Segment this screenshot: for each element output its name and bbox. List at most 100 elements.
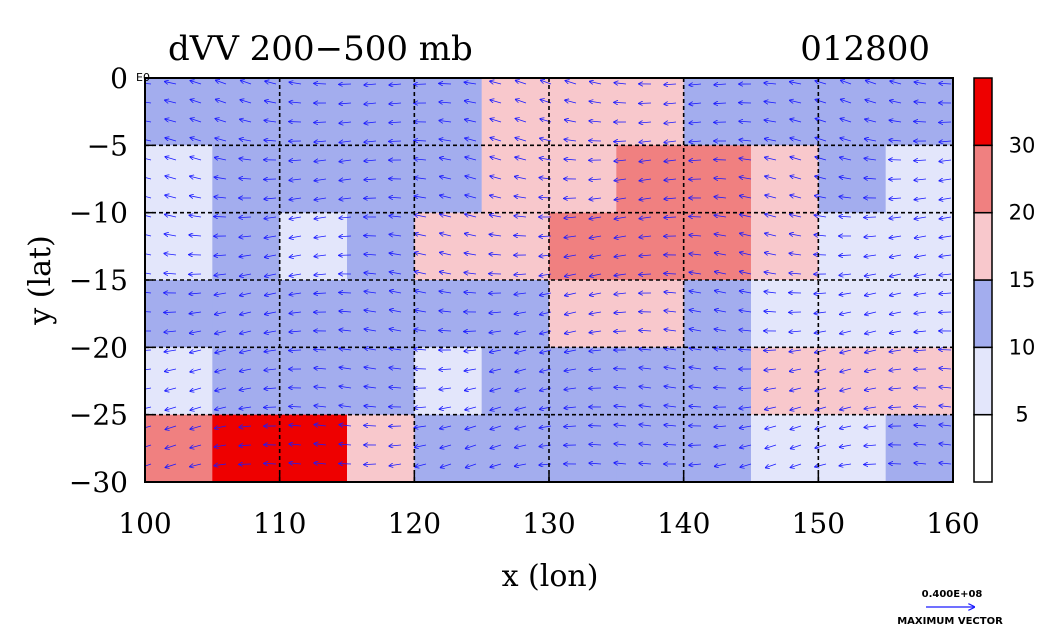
contour-cell: [549, 280, 617, 348]
wind-vector: [664, 198, 677, 199]
wind-vector: [764, 369, 777, 370]
wind-vector: [815, 425, 827, 429]
wind-vector: [739, 121, 752, 122]
wind-vector: [415, 252, 427, 255]
wind-vector: [539, 236, 552, 237]
wind-vector: [190, 138, 202, 142]
wind-vector: [390, 329, 402, 331]
wind-vector: [364, 103, 377, 104]
wind-vector: [389, 122, 402, 123]
wind-vector: [740, 426, 752, 428]
wind-vector: [514, 293, 527, 295]
contour-cell: [212, 212, 281, 281]
wind-vector: [339, 160, 352, 162]
wind-vector: [165, 214, 177, 217]
wind-vector: [339, 348, 352, 350]
wind-vector: [190, 368, 202, 372]
wind-vector: [339, 217, 352, 218]
wind-vector: [165, 100, 177, 103]
contour-cell: [481, 347, 550, 416]
wind-vector: [639, 463, 652, 464]
wind-vector: [589, 350, 602, 351]
wind-vector: [764, 311, 777, 312]
wind-vector: [240, 100, 252, 104]
wind-vector: [939, 83, 952, 84]
contour-cell: [279, 347, 348, 416]
wind-vector: [815, 81, 827, 85]
wind-vector: [441, 463, 452, 468]
contour-cell: [616, 212, 685, 281]
wind-vector: [439, 311, 452, 312]
wind-vector: [440, 407, 452, 409]
wind-vector: [190, 387, 202, 391]
contour-cell: [279, 145, 348, 214]
wind-vector: [215, 426, 227, 428]
wind-vector: [164, 331, 177, 332]
wind-vector: [739, 158, 752, 160]
wind-vector: [289, 274, 302, 276]
wind-vector: [815, 176, 827, 179]
wind-vector: [465, 101, 477, 103]
wind-vector: [564, 159, 577, 160]
wind-vector: [164, 273, 177, 274]
wind-vector: [314, 274, 327, 275]
wind-vector: [164, 253, 177, 255]
wind-vector: [664, 292, 677, 293]
contour-cell: [683, 347, 752, 416]
wind-vector: [914, 444, 927, 445]
wind-vector: [339, 103, 352, 104]
colorbar-swatch: [973, 144, 993, 214]
colorbar-label: 30: [1009, 133, 1036, 157]
wind-vector: [364, 464, 377, 465]
wind-vector: [689, 160, 702, 161]
wind-vector: [466, 444, 477, 449]
wind-vector: [389, 234, 402, 236]
contour-cell: [818, 347, 887, 416]
y-tick-label: −25: [69, 399, 128, 432]
wind-vector: [614, 217, 627, 219]
wind-vector: [465, 214, 477, 217]
colorbar-swatch: [973, 279, 993, 349]
wind-vector: [489, 331, 502, 333]
contour-cell: [751, 280, 819, 348]
wind-vector: [864, 158, 877, 160]
wind-vector: [914, 406, 927, 407]
wind-vector: [639, 236, 652, 237]
wind-vector: [389, 103, 402, 104]
wind-vector: [514, 196, 527, 198]
wind-vector: [715, 464, 727, 466]
wind-vector: [939, 236, 952, 238]
wind-vector: [214, 293, 227, 295]
wind-vector: [889, 463, 902, 464]
wind-vector: [214, 464, 227, 466]
contour-cell: [347, 145, 415, 214]
wind-vector: [865, 119, 877, 122]
wind-vector: [414, 140, 427, 141]
wind-vector: [339, 444, 352, 445]
wind-vector: [215, 350, 227, 353]
wind-vector: [639, 179, 652, 181]
wind-vector: [290, 255, 302, 257]
wind-vector: [190, 100, 202, 104]
contour-cell: [279, 280, 348, 348]
wind-vector: [840, 350, 852, 353]
contour-cell: [616, 414, 685, 482]
wind-vector: [689, 367, 702, 369]
wind-vector: [790, 82, 802, 84]
contour-cell: [212, 78, 281, 146]
wind-vector: [789, 331, 802, 332]
wind-vector: [540, 293, 552, 295]
wind-vector: [515, 331, 527, 334]
wind-vector: [639, 330, 652, 331]
wind-vector: [614, 255, 627, 257]
wind-vector: [489, 312, 502, 313]
wind-vector: [564, 217, 577, 218]
wind-vector: [289, 406, 302, 407]
wind-vector: [490, 119, 502, 123]
wind-vector: [240, 331, 252, 334]
contour-cell: [683, 414, 752, 482]
wind-vector: [689, 103, 702, 104]
wind-vector: [490, 176, 502, 180]
wind-vector: [364, 179, 377, 180]
wind-vector: [364, 367, 377, 369]
